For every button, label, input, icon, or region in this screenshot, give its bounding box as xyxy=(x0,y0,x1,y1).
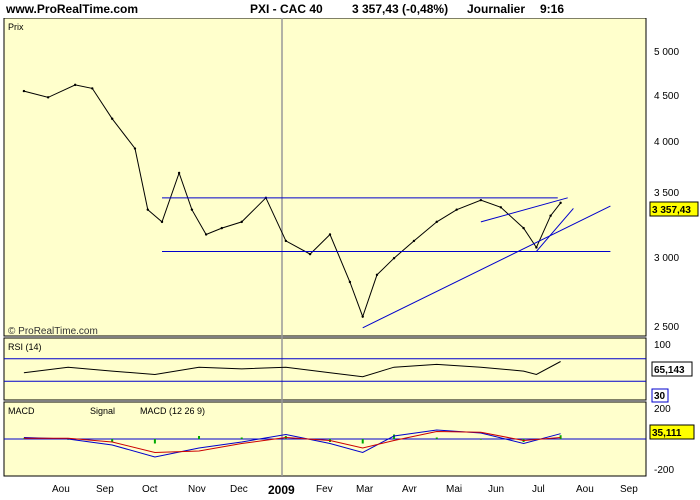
rsi-value-tag xyxy=(651,361,693,377)
price-point xyxy=(499,206,503,209)
price-point xyxy=(455,208,458,211)
macd-legend-macd: MACD xyxy=(8,406,35,416)
time-tick-sep-2: Sep xyxy=(620,484,638,495)
price-tick-4500: 4 500 xyxy=(654,91,679,102)
price-point xyxy=(22,89,26,93)
macd-histogram-bar xyxy=(393,434,396,439)
price-point xyxy=(392,257,396,260)
series-layer xyxy=(4,83,646,458)
price-point xyxy=(204,233,208,236)
price-point xyxy=(284,239,288,243)
macd-value-tag xyxy=(649,424,695,440)
macd-tick-200: 200 xyxy=(654,404,671,415)
macd-legend-signal: Signal xyxy=(90,406,115,416)
quote-value: 3 357,43 (-0,48%) xyxy=(352,2,449,16)
price-point xyxy=(328,233,332,236)
macd-histogram-bar xyxy=(111,439,114,442)
time-tick-avr: Avr xyxy=(402,484,417,495)
time-tick-aou: Aou xyxy=(52,484,70,495)
price-point xyxy=(220,226,223,230)
trendline-4 xyxy=(536,208,574,252)
time-tick-mai: Mai xyxy=(446,484,462,495)
macd-histogram-bar xyxy=(240,437,243,439)
rsi-series-line xyxy=(23,361,561,378)
macd-tick-neg200: -200 xyxy=(654,465,674,476)
price-point xyxy=(46,96,50,99)
last-price-tag-text: 3 357,43 xyxy=(652,205,691,216)
price-tick-5000: 5 000 xyxy=(654,47,679,58)
time-label: 9:16 xyxy=(540,2,565,16)
macd-value-tag-text: 35,111 xyxy=(652,428,682,439)
rsi-tick-100: 100 xyxy=(654,340,671,351)
rsi-level-tag-text: 30 xyxy=(654,391,666,402)
chart-svg: Prix © ProRealTime.com RSI (14) MACD Sig… xyxy=(3,18,699,497)
chart-header: www.ProRealTime.com PXI - CAC 40 3 357,4… xyxy=(0,0,700,18)
time-tick-2009: 2009 xyxy=(268,483,295,497)
price-tick-3000: 3 000 xyxy=(654,253,679,264)
macd-legend-params: MACD (12 26 9) xyxy=(140,406,205,416)
time-tick-jun: Jun xyxy=(488,484,504,495)
price-point xyxy=(522,226,525,230)
price-point xyxy=(240,220,243,224)
price-tick-2500: 2 500 xyxy=(654,322,679,333)
signal-series-line xyxy=(23,430,561,454)
instrument-name: PXI - CAC 40 xyxy=(250,2,323,16)
time-axis: Aou Sep Oct Nov Dec 2009 Fev Mar Avr Mai… xyxy=(52,483,638,497)
macd-histogram-bar xyxy=(361,439,364,444)
rsi-value-tag-text: 65,143 xyxy=(654,365,685,376)
time-tick-jul: Jul xyxy=(532,484,545,495)
price-axis: 5 000 4 500 4 000 3 500 3 000 2 500 xyxy=(654,47,679,333)
price-point xyxy=(348,280,352,284)
macd-histogram-bar xyxy=(479,439,482,440)
trendline-3 xyxy=(480,197,568,223)
price-tick-3500: 3 500 xyxy=(654,188,679,199)
macd-histogram-bar xyxy=(559,435,562,439)
price-point xyxy=(110,117,114,120)
site-url: www.ProRealTime.com xyxy=(6,2,139,16)
time-tick-dec: Dec xyxy=(230,484,248,495)
last-price-tag xyxy=(649,201,699,217)
price-point xyxy=(160,220,164,224)
watermark: © ProRealTime.com xyxy=(8,326,98,337)
price-point xyxy=(146,208,149,211)
price-point xyxy=(412,239,416,243)
price-point xyxy=(361,315,364,318)
price-point xyxy=(133,147,137,150)
trendline-2 xyxy=(362,205,611,329)
price-series-line xyxy=(23,84,561,319)
price-tick-4000: 4 000 xyxy=(654,137,679,148)
price-point xyxy=(177,171,181,175)
time-tick-sep: Sep xyxy=(96,484,114,495)
macd-histogram-bar xyxy=(153,439,156,444)
price-panel xyxy=(3,18,647,337)
price-point xyxy=(549,214,552,217)
price-point xyxy=(190,208,194,211)
rsi-panel xyxy=(3,337,647,401)
time-tick-fev: Fev xyxy=(316,484,333,495)
macd-histogram-bar xyxy=(435,437,438,439)
price-point xyxy=(435,220,438,224)
price-point xyxy=(91,87,94,90)
rsi-level-tag xyxy=(651,388,669,403)
price-point xyxy=(375,273,379,277)
price-point xyxy=(535,246,538,249)
time-tick-nov: Nov xyxy=(188,484,206,495)
time-tick-mar: Mar xyxy=(356,484,374,495)
macd-histogram-bar xyxy=(198,436,201,439)
rsi-panel-label: RSI (14) xyxy=(8,342,42,352)
price-point xyxy=(73,83,77,87)
price-point xyxy=(479,198,483,202)
period-label: Journalier xyxy=(467,2,526,16)
price-point xyxy=(308,252,312,256)
price-panel-label: Prix xyxy=(8,22,24,32)
time-tick-aou-2: Aou xyxy=(576,484,594,495)
time-tick-oct: Oct xyxy=(142,484,158,495)
price-point xyxy=(559,201,562,205)
